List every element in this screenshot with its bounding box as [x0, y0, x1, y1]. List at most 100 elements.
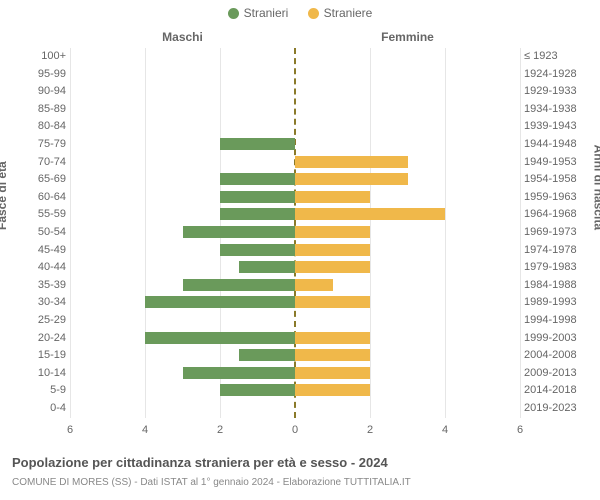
y-label-birth: 1959-1963 [524, 189, 594, 207]
y-label-birth: 1984-1988 [524, 277, 594, 295]
bar-row [70, 294, 520, 312]
bar-female [295, 226, 370, 238]
y-label-age: 80-84 [6, 118, 66, 136]
bar-row [70, 136, 520, 154]
bar-male [220, 173, 295, 185]
bar-female [295, 156, 408, 168]
y-label-birth: 1954-1958 [524, 171, 594, 189]
y-label-age: 35-39 [6, 277, 66, 295]
y-label-age: 75-79 [6, 136, 66, 154]
bar-female [295, 173, 408, 185]
bar-male [183, 367, 296, 379]
bar-male [145, 332, 295, 344]
bar-male [239, 349, 295, 361]
bar-male [183, 279, 296, 291]
bar-row [70, 118, 520, 136]
x-tick-label: 6 [517, 424, 523, 436]
chart-subtitle: COMUNE DI MORES (SS) - Dati ISTAT al 1° … [12, 477, 411, 488]
y-label-birth: ≤ 1923 [524, 48, 594, 66]
bar-row [70, 154, 520, 172]
bar-row [70, 330, 520, 348]
bar-row [70, 277, 520, 295]
y-label-age: 10-14 [6, 365, 66, 383]
y-label-birth: 1994-1998 [524, 312, 594, 330]
bar-male [220, 208, 295, 220]
y-label-age: 85-89 [6, 101, 66, 119]
bar-row [70, 48, 520, 66]
population-pyramid-chart: Stranieri Straniere Fasce di età Anni di… [0, 0, 600, 500]
y-label-birth: 1989-1993 [524, 294, 594, 312]
y-label-birth: 1929-1933 [524, 83, 594, 101]
y-label-age: 20-24 [6, 330, 66, 348]
y-label-birth: 2004-2008 [524, 347, 594, 365]
y-label-birth: 2014-2018 [524, 382, 594, 400]
y-label-birth: 1949-1953 [524, 154, 594, 172]
x-tick-label: 0 [292, 424, 298, 436]
x-tick-label: 2 [367, 424, 373, 436]
bar-male [220, 138, 295, 150]
bar-female [295, 349, 370, 361]
bar-female [295, 261, 370, 273]
half-label-female: Femmine [295, 30, 520, 44]
bar-row [70, 66, 520, 84]
bar-female [295, 208, 445, 220]
bar-row [70, 259, 520, 277]
bar-row [70, 347, 520, 365]
bar-male [220, 244, 295, 256]
x-tick-label: 4 [142, 424, 148, 436]
x-tick-label: 2 [217, 424, 223, 436]
legend-label-male: Stranieri [244, 6, 289, 20]
y-label-age: 30-34 [6, 294, 66, 312]
bar-row [70, 312, 520, 330]
x-axis-labels: 6 4 2 0 2 4 6 [70, 420, 520, 434]
y-label-age: 45-49 [6, 242, 66, 260]
y-label-birth: 1934-1938 [524, 101, 594, 119]
y-label-age: 50-54 [6, 224, 66, 242]
bar-female [295, 279, 333, 291]
bar-male [239, 261, 295, 273]
bar-row [70, 365, 520, 383]
chart-title: Popolazione per cittadinanza straniera p… [12, 455, 388, 470]
y-label-age: 40-44 [6, 259, 66, 277]
bar-male [183, 226, 296, 238]
y-label-birth: 1999-2003 [524, 330, 594, 348]
legend-item-female: Straniere [308, 6, 373, 20]
bar-female [295, 244, 370, 256]
y-label-age: 25-29 [6, 312, 66, 330]
bar-female [295, 384, 370, 396]
bar-row [70, 224, 520, 242]
y-label-age: 15-19 [6, 347, 66, 365]
bar-row [70, 382, 520, 400]
y-label-birth: 1944-1948 [524, 136, 594, 154]
y-label-birth: 2019-2023 [524, 400, 594, 418]
bar-female [295, 332, 370, 344]
bar-row [70, 83, 520, 101]
y-label-age: 70-74 [6, 154, 66, 172]
legend-swatch-male [228, 8, 239, 19]
bar-rows [70, 48, 520, 418]
plot-area: Maschi Femmine 6420246 [70, 30, 520, 435]
bar-female [295, 296, 370, 308]
bar-row [70, 242, 520, 260]
bar-row [70, 171, 520, 189]
x-tick-label: 4 [442, 424, 448, 436]
y-label-age: 90-94 [6, 83, 66, 101]
x-tick-label: 6 [67, 424, 73, 436]
y-label-age: 65-69 [6, 171, 66, 189]
y-label-age: 0-4 [6, 400, 66, 418]
y-label-birth: 1924-1928 [524, 66, 594, 84]
legend-swatch-female [308, 8, 319, 19]
bar-row [70, 206, 520, 224]
y-label-birth: 1969-1973 [524, 224, 594, 242]
bar-row [70, 189, 520, 207]
gridline [520, 48, 521, 418]
y-label-birth: 1964-1968 [524, 206, 594, 224]
bar-row [70, 101, 520, 119]
legend: Stranieri Straniere [0, 6, 600, 22]
bar-male [145, 296, 295, 308]
y-label-birth: 1939-1943 [524, 118, 594, 136]
y-label-birth: 1974-1978 [524, 242, 594, 260]
bar-female [295, 367, 370, 379]
bar-male [220, 384, 295, 396]
y-label-age: 5-9 [6, 382, 66, 400]
